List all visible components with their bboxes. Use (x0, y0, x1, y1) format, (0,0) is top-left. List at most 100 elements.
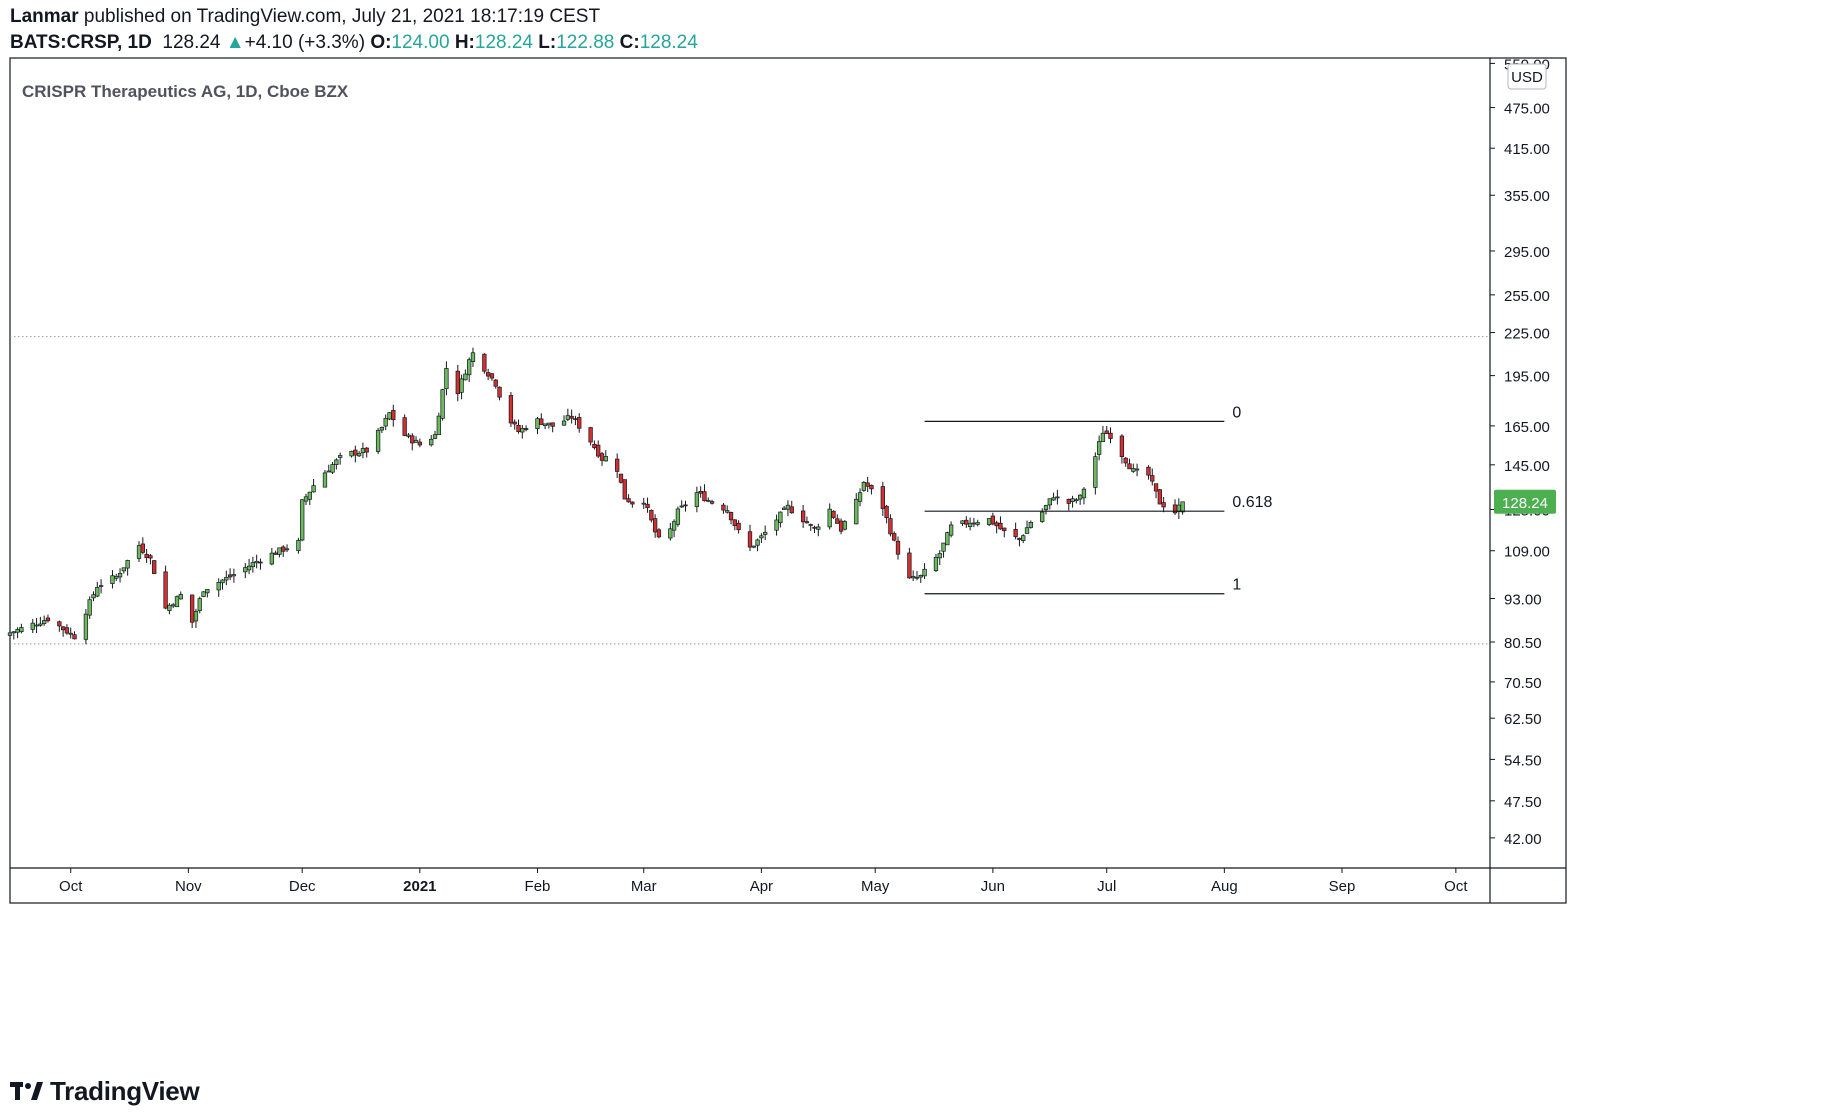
tradingview-logo[interactable]: TradingView (10, 1076, 200, 1106)
candle (1040, 508, 1045, 523)
candle (121, 567, 126, 574)
candle (596, 440, 601, 458)
candle (136, 541, 142, 562)
candle (68, 627, 73, 639)
candle-body-down (998, 522, 1003, 530)
currency-badge[interactable] (1507, 63, 1547, 90)
candle-body-up (755, 539, 760, 546)
candle-body-up (971, 522, 977, 525)
candle (831, 510, 836, 519)
candle (994, 520, 999, 534)
candle-body-up (254, 560, 259, 564)
candle-body-down (72, 634, 77, 640)
candle (7, 631, 13, 638)
candle-body-up (1043, 505, 1049, 511)
candle (698, 486, 703, 498)
candle (911, 570, 916, 582)
candle (227, 568, 233, 581)
time-axis-label: Jul (1097, 878, 1116, 895)
symbol-label[interactable]: BATS:CRSP, 1D (10, 32, 152, 53)
fib-level-label: 0 (1232, 404, 1241, 421)
close-value: 128.24 (639, 32, 698, 53)
candle (941, 542, 946, 558)
candle (269, 548, 274, 566)
candle-body-down (569, 415, 574, 419)
candle (854, 493, 859, 525)
candle-body-up (171, 604, 176, 607)
candle (565, 408, 570, 422)
candle (300, 499, 305, 542)
candle (857, 488, 863, 507)
author-name[interactable]: Lanmar (10, 6, 79, 27)
candle-body-up (960, 520, 965, 524)
candle-body-down (60, 626, 66, 631)
candle-body-up (34, 624, 39, 627)
candle (755, 538, 760, 552)
candle (117, 568, 123, 583)
candle (1017, 537, 1022, 547)
candle-body-up (205, 588, 210, 594)
candle-body-up (1134, 468, 1140, 471)
candle (675, 506, 681, 527)
candle (948, 521, 954, 538)
high-label: H: (454, 32, 475, 53)
horizontal-price-lines (10, 336, 1490, 645)
candle (417, 438, 422, 448)
candle-body-up (117, 572, 123, 578)
candle-body-up (948, 524, 954, 536)
candle-body-up (68, 632, 73, 635)
candle-body-down (391, 410, 396, 421)
candle (1013, 522, 1018, 540)
candle-body-up (19, 627, 24, 633)
candle (470, 347, 476, 368)
candle-body-up (565, 415, 570, 420)
candle (83, 609, 89, 645)
candle-body-up (470, 352, 476, 362)
candle-body-up (857, 492, 863, 502)
candle-body-up (1078, 494, 1083, 500)
candle (827, 503, 832, 530)
candle (759, 533, 764, 543)
chart-frame (9, 57, 1567, 904)
candle (922, 563, 927, 580)
candle (668, 522, 673, 541)
candle (486, 368, 491, 381)
candle (907, 547, 912, 579)
candle (1028, 520, 1033, 529)
price-axis-label: 295.00 (1504, 244, 1550, 261)
candle (1074, 498, 1079, 504)
candle-body-up (1024, 527, 1030, 534)
candle-body-up (224, 577, 229, 581)
time-axis-label: Mar (631, 878, 657, 895)
price-axis-label: 47.50 (1504, 794, 1542, 811)
candle-body-down (709, 501, 715, 504)
high-value: 128.24 (474, 32, 534, 53)
candle-body-down (144, 553, 149, 559)
candle (603, 450, 608, 462)
published-text: published on TradingView.com, July 21, 2… (78, 6, 601, 27)
candle (592, 440, 597, 450)
candle-body-up (1047, 498, 1052, 506)
candle (410, 433, 415, 451)
candle (630, 501, 635, 508)
candle (808, 523, 813, 531)
candle (937, 550, 942, 566)
candle (281, 545, 286, 557)
candle-body-down (994, 522, 999, 527)
candle-body-up (338, 455, 343, 458)
candle-body-down (353, 449, 358, 456)
candle-body-up (933, 556, 939, 571)
candle-body-down (789, 506, 794, 514)
candle (535, 417, 540, 435)
candle-body-down (869, 484, 874, 490)
candle-body-down (1066, 498, 1071, 504)
candle (444, 361, 449, 396)
candle (728, 511, 734, 525)
candle-body-down (1104, 430, 1109, 434)
candle (152, 559, 157, 575)
candle (258, 558, 263, 570)
candle (747, 524, 753, 552)
candle-body-down (683, 504, 688, 507)
candle (459, 374, 464, 400)
